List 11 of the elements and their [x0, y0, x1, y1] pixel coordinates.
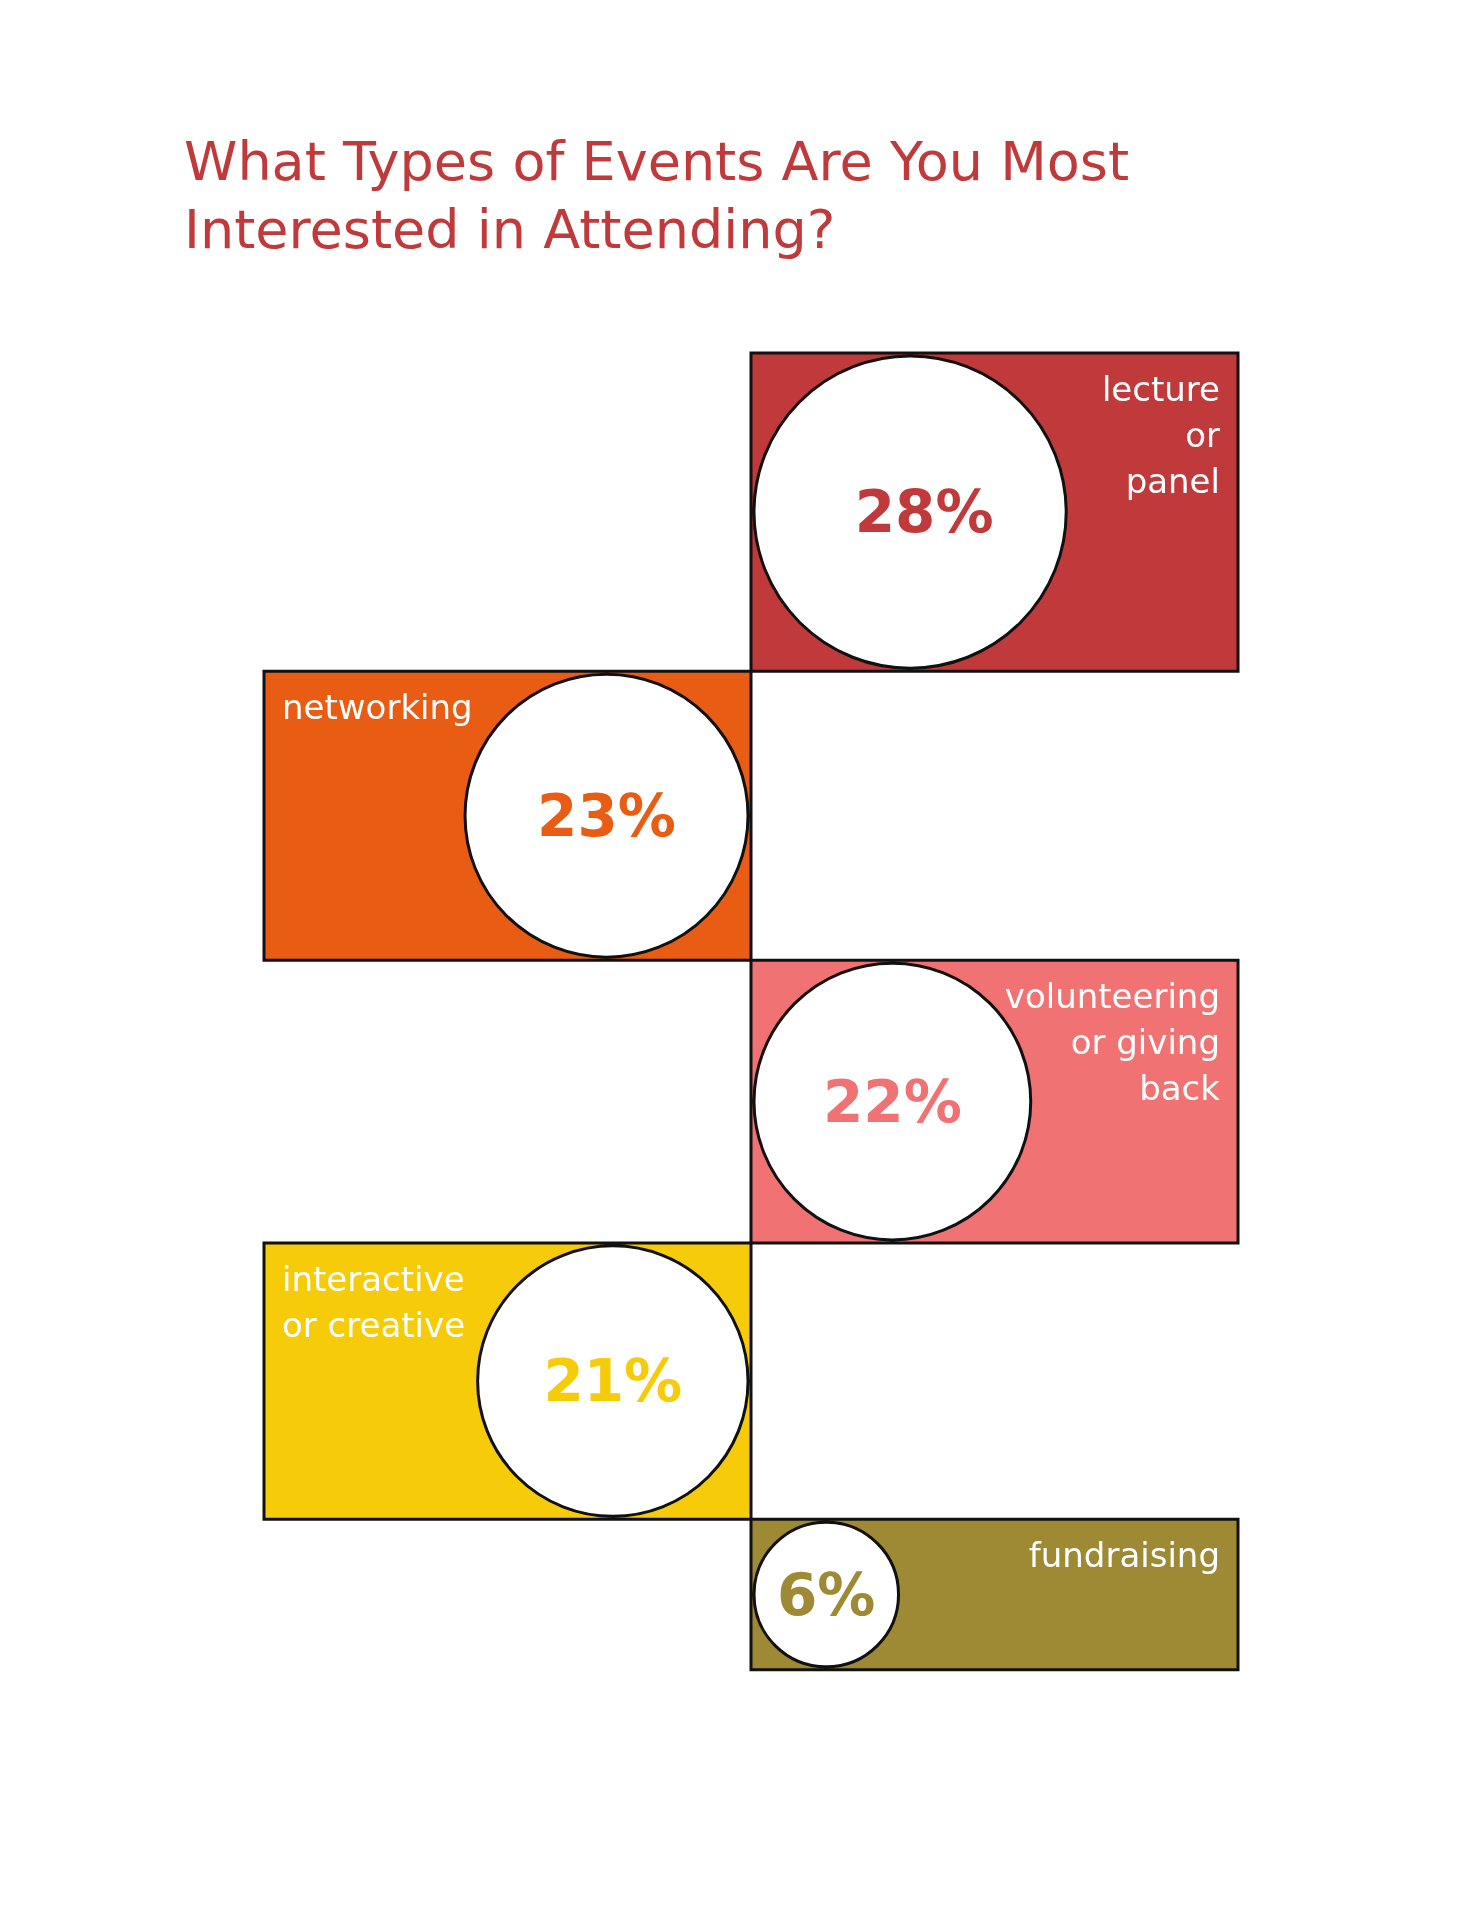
category-label: lecture or panel: [1101, 369, 1221, 501]
category-label: interactive or creative: [282, 1258, 466, 1345]
category-label: networking: [282, 687, 473, 728]
category-label: fundraising: [1028, 1535, 1220, 1576]
data-label: 23%: [537, 781, 676, 850]
data-label: 21%: [543, 1347, 683, 1416]
data-label: 22%: [822, 1067, 962, 1136]
text: What Types of Events Are You Most Interested in Attending?: [184, 130, 1130, 261]
data-label: 6%: [777, 1560, 876, 1629]
category-label: volunteering or giving back: [1004, 976, 1221, 1109]
data-label: 28%: [854, 478, 994, 547]
